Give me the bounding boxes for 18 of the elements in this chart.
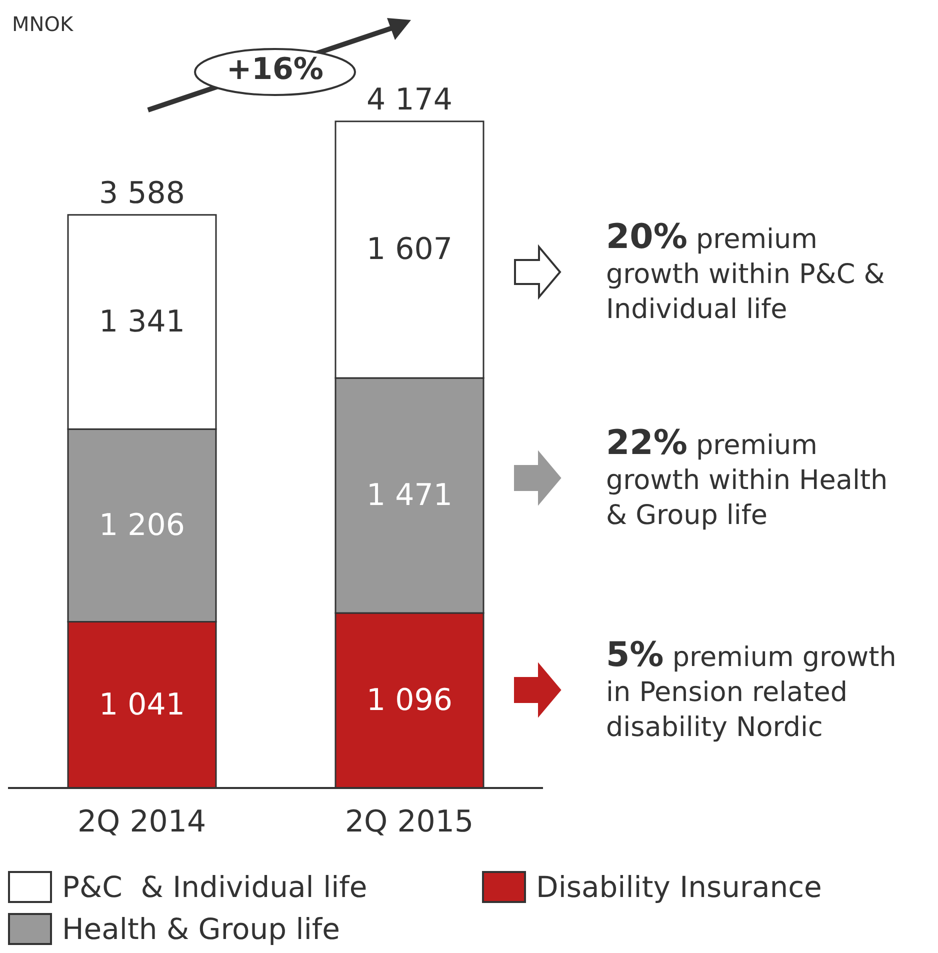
legend-label: P&C & Individual life bbox=[62, 870, 368, 904]
data-label: 1 041 bbox=[99, 687, 185, 722]
total-label: 4 174 bbox=[366, 82, 452, 118]
x-tick-label: 2Q 2014 bbox=[77, 804, 206, 840]
text: +16% bbox=[226, 52, 324, 87]
text: MNOK bbox=[12, 12, 74, 36]
text: 5% premium growth in Pension related disability Nordic bbox=[606, 635, 898, 745]
data-label: 1 471 bbox=[366, 478, 452, 513]
data-label: 1 341 bbox=[99, 304, 185, 340]
text: 22% premium growth within Health & Group life bbox=[606, 423, 889, 533]
data-label: 1 206 bbox=[99, 508, 185, 543]
data-label: 1 607 bbox=[366, 232, 452, 268]
data-label: 1 096 bbox=[366, 682, 452, 718]
legend-label: Health & Group life bbox=[62, 912, 340, 946]
x-tick-label: 2Q 2015 bbox=[344, 804, 474, 840]
text: 20% premium growth within P&C & Individual life bbox=[606, 217, 886, 327]
total-label: 3 588 bbox=[99, 176, 185, 211]
legend-label: Disability Insurance bbox=[536, 870, 822, 904]
